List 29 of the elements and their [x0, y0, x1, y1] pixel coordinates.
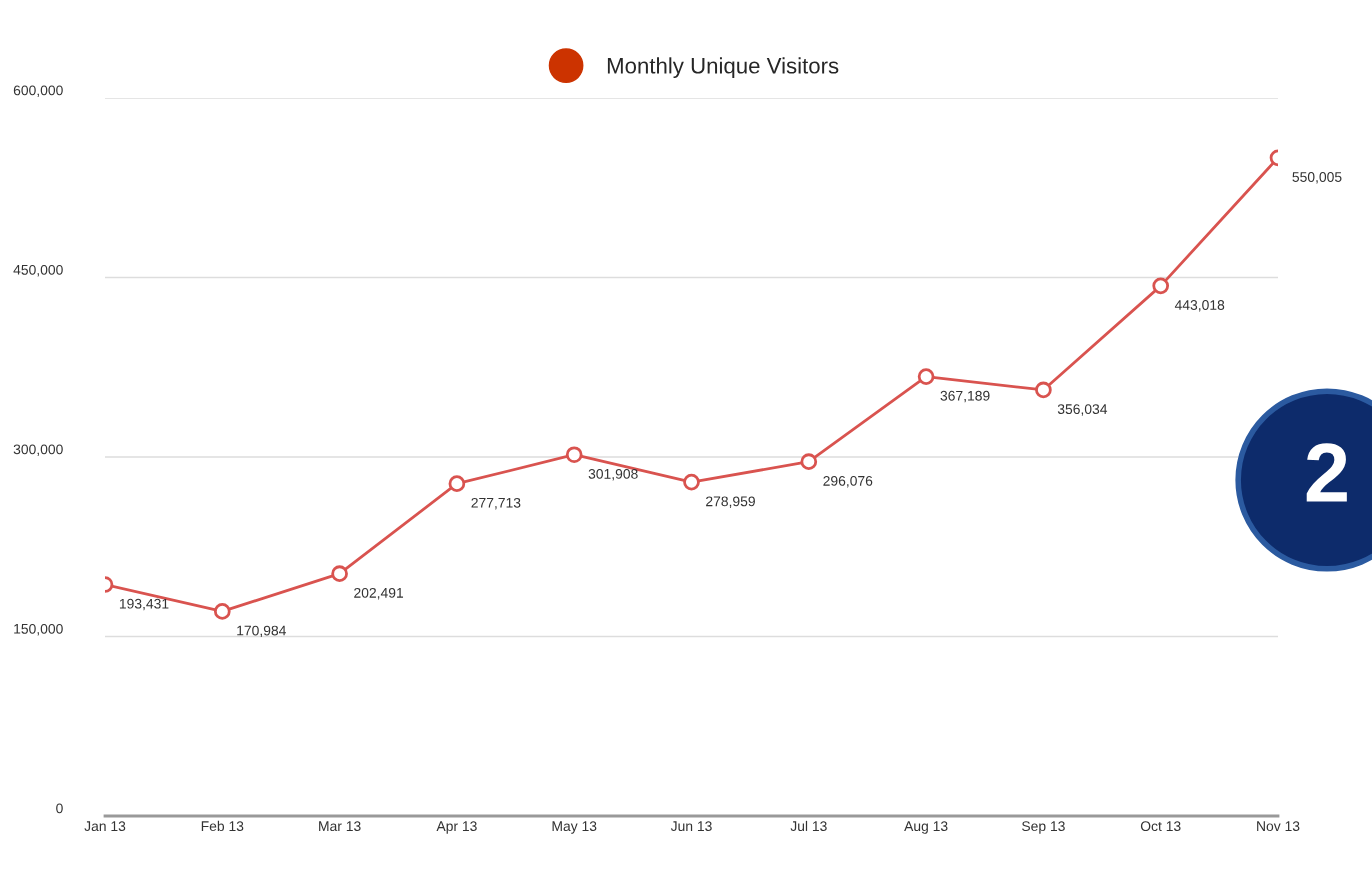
data-label: 301,908 [588, 468, 638, 481]
x-tick-label: Jun 13 [670, 821, 712, 832]
data-label: 202,491 [354, 587, 404, 600]
y-tick-label: 300,000 [13, 444, 63, 456]
y-tick-label: 600,000 [13, 85, 63, 97]
data-label: 170,984 [237, 625, 286, 638]
data-label: 367,189 [940, 390, 990, 403]
text: 2 [1306, 443, 1347, 502]
data-label: 356,034 [1057, 404, 1108, 416]
x-tick-label: Aug 13 [904, 821, 948, 834]
x-tick-label: Nov 13 [1257, 821, 1300, 832]
x-tick-label: Mar 13 [319, 821, 361, 832]
x-tick-label: Jul 13 [790, 820, 827, 832]
data-label: 277,713 [471, 497, 521, 510]
x-tick-label: Feb 13 [201, 820, 244, 832]
x-tick-label: Sep 13 [1022, 821, 1065, 834]
text: Monthly Unique Visitors [607, 57, 839, 78]
x-tick-label: Jan 13 [84, 821, 126, 832]
data-label: 550,005 [1292, 172, 1342, 184]
y-tick-label: 0 [56, 803, 63, 814]
x-tick-label: May 13 [552, 821, 597, 834]
data-label: 296,076 [823, 475, 873, 488]
data-label: 443,018 [1174, 300, 1225, 312]
data-label: 278,959 [706, 496, 755, 508]
x-tick-label: Oct 13 [1140, 821, 1181, 832]
data-label: 193,431 [119, 598, 169, 611]
y-tick-label: 450,000 [13, 264, 63, 277]
y-tick-label: 150,000 [14, 623, 63, 636]
x-tick-label: Apr 13 [436, 821, 477, 834]
